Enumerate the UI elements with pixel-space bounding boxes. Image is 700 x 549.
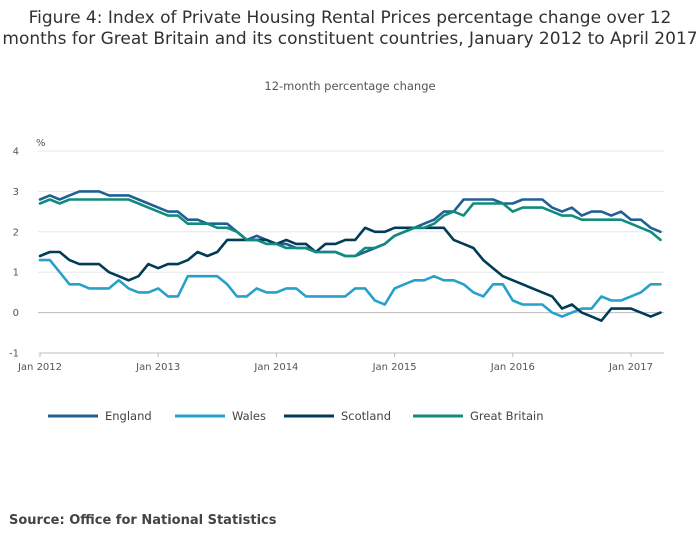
chart-title: Figure 4: Index of Private Housing Renta…	[2, 8, 698, 49]
x-tick-label: Jan 2017	[608, 362, 653, 373]
legend-label: Wales	[232, 409, 266, 423]
x-tick-label: Jan 2016	[490, 362, 535, 373]
legend-label: England	[105, 409, 152, 423]
legend-label: Great Britain	[470, 409, 544, 423]
legend: England Wales Scotland Great Britain	[48, 409, 544, 423]
source-note: Source: Office for National Statistics	[9, 513, 277, 528]
x-tick-label: Jan 2015	[372, 362, 417, 373]
y-axis-unit-label: %	[36, 138, 46, 149]
y-tick-label: 4	[13, 147, 19, 158]
x-axis-ticks: Jan 2012 Jan 2013 Jan 2014 Jan 2015 Jan 2016…	[17, 352, 664, 373]
chart-subtitle: 12-month percentage change	[264, 79, 436, 93]
x-tick-label: Jan 2013	[135, 362, 180, 373]
x-tick-label: Jan 2012	[17, 362, 62, 373]
series-lines	[38, 190, 662, 323]
y-tick-label: 1	[13, 268, 19, 279]
y-axis-ticks: -1 0 1 2 3 4	[9, 147, 19, 360]
x-tick-label: Jan 2014	[253, 362, 298, 373]
y-tick-label: 2	[13, 227, 19, 238]
y-tick-label: 0	[13, 308, 19, 319]
series-line-great-britain[interactable]	[38, 198, 662, 258]
y-tick-label: -1	[9, 349, 19, 360]
gridlines	[38, 150, 664, 354]
legend-label: Scotland	[341, 409, 391, 423]
y-tick-label: 3	[13, 187, 19, 198]
series-line-wales[interactable]	[38, 258, 662, 318]
series-line-scotland[interactable]	[38, 226, 662, 323]
